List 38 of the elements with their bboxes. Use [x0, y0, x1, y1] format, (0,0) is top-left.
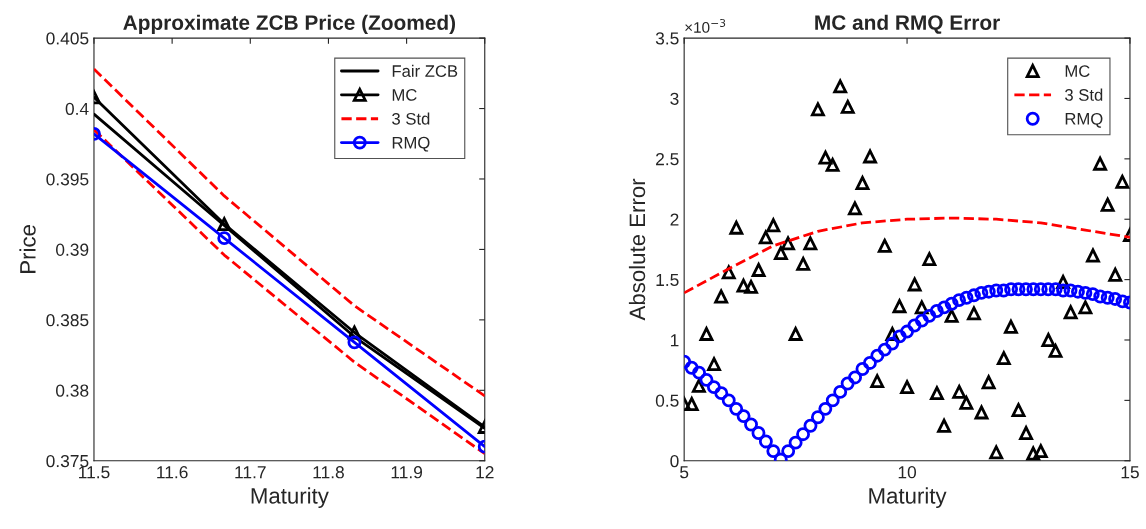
y-tick-label: 0.39: [56, 243, 89, 256]
legend-label: MC: [1065, 65, 1090, 77]
x-tick-label: 10: [898, 466, 917, 479]
y-tick-label: 0.375: [46, 454, 89, 468]
x-axis-title: Maturity: [251, 487, 329, 509]
y-tick-label: 0.405: [46, 32, 89, 45]
y-tick-label: 0.395: [46, 173, 89, 186]
legend-label: RMQ: [392, 136, 430, 152]
y-tick-label: 0.38: [56, 384, 89, 397]
x-tick-label: 11.7: [235, 466, 266, 479]
x-axis-title: Maturity: [869, 487, 947, 509]
y-tick-label: 1: [670, 334, 679, 347]
text: ×10$^{−3}$: [685, 18, 726, 33]
x-tick-label: 5: [680, 466, 689, 479]
y-axis-title: Price: [19, 225, 36, 273]
legend-label: MC: [392, 89, 417, 101]
y-tick-label: 2: [670, 213, 679, 226]
x-tick-label: 11.5: [79, 466, 110, 479]
y-tick-label: 1.5: [656, 273, 679, 287]
legend-label: 3 Std: [1065, 88, 1103, 101]
x-tick-label: 11.6: [157, 466, 188, 479]
x-tick-label: 11.9: [391, 466, 423, 479]
y-axis-title: Absolute Error: [628, 178, 646, 321]
y-tick-label: 0: [670, 454, 679, 468]
chart-title: Approximate ZCB Price (Zoomed): [123, 14, 456, 35]
x-tick-label: 12: [476, 466, 494, 479]
chart-title: MC and RMQ Error: [815, 14, 1000, 34]
y-tick-label: 3: [670, 92, 679, 105]
legend-label: Fair ZCB: [392, 64, 458, 77]
x-tick-label: 15: [1121, 466, 1139, 479]
legend-label: 3 Std: [392, 112, 430, 125]
y-tick-label: 0.5: [655, 394, 679, 407]
y-tick-label: 0.385: [46, 314, 89, 327]
legend-label: RMQ: [1065, 112, 1103, 128]
y-tick-label: 3.5: [655, 32, 679, 45]
y-tick-label: 0.4: [65, 102, 89, 115]
x-tick-label: 11.8: [313, 466, 344, 479]
y-tick-label: 2.5: [656, 153, 679, 166]
